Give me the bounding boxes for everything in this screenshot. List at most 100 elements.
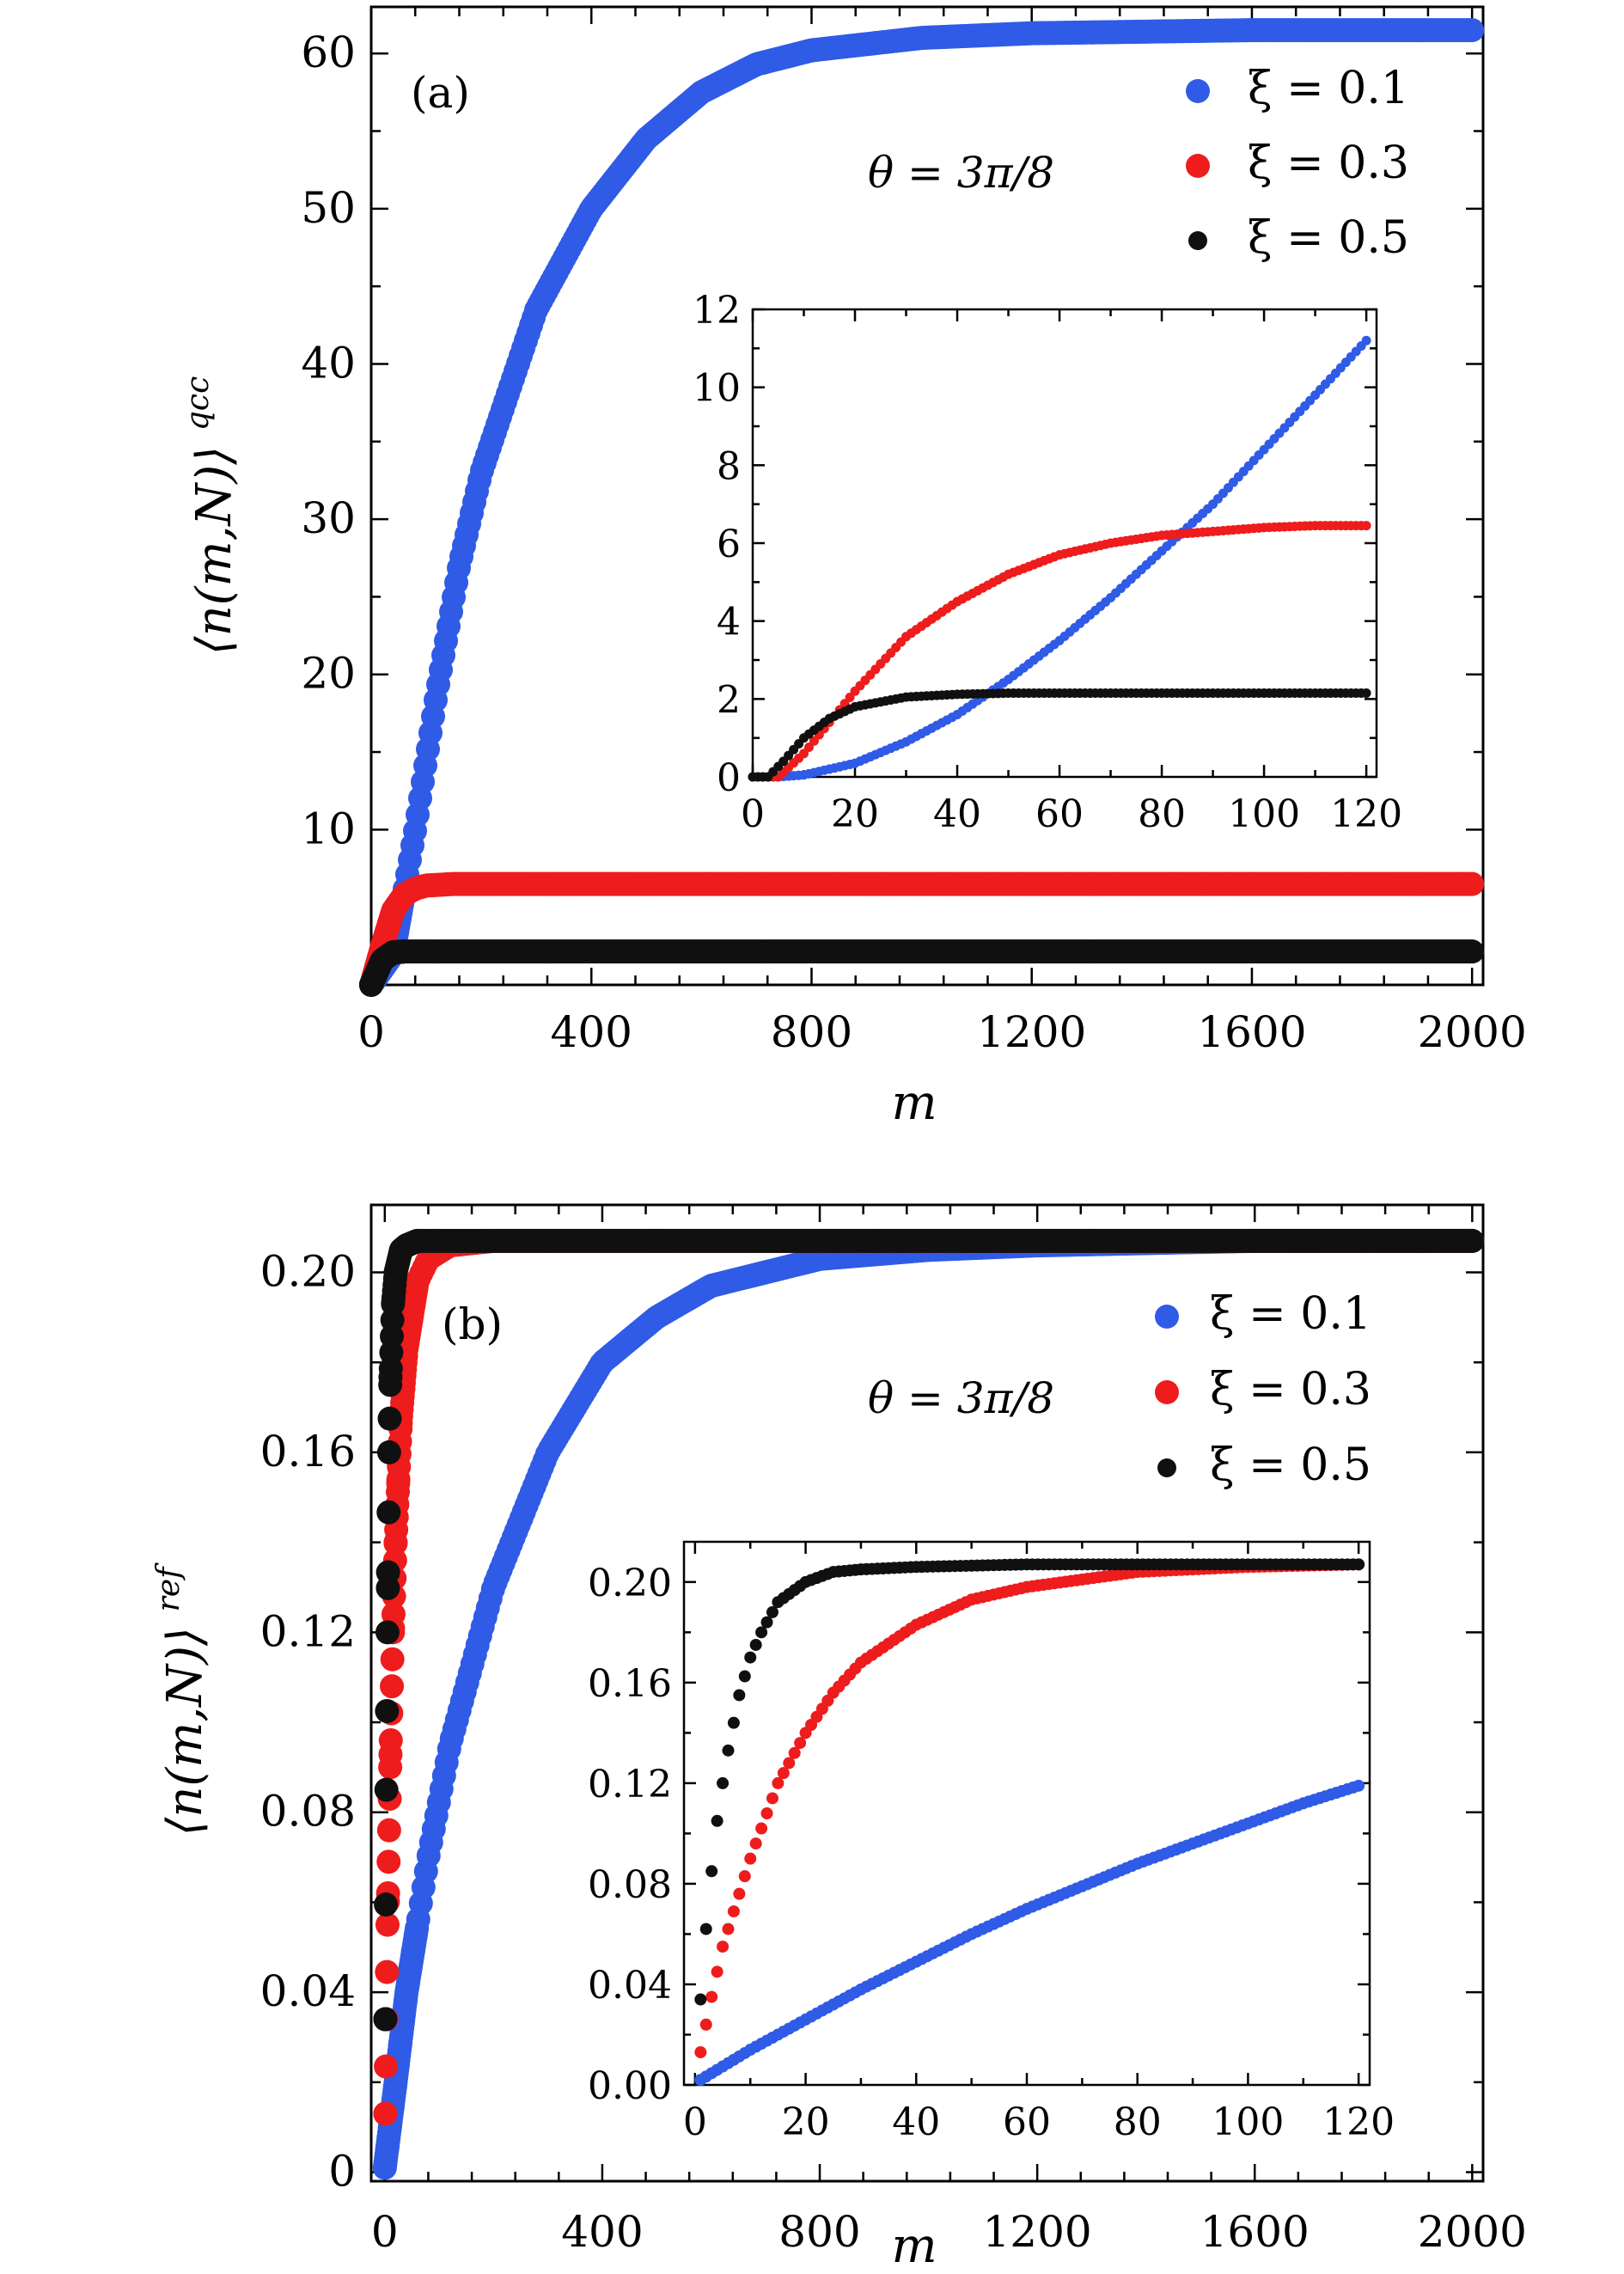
panel-b: 0 400 800 1200 1600 200000.040.080.120.160.20… (151, 1203, 1527, 2274)
x-tick-label: 20 (782, 2100, 830, 2144)
x-tick-label: 120 (1322, 2100, 1395, 2144)
svg-text:⟨n(m,N)⟩ qcc: ⟨n(m,N)⟩ qcc (180, 376, 242, 656)
y-tick-label: 10 (301, 804, 356, 853)
panel-a-inset-frame (751, 308, 1378, 779)
y-tick-label: 20 (301, 649, 356, 699)
data-point (373, 2007, 398, 2032)
data-point (374, 1892, 399, 1917)
data-point (378, 1727, 403, 1752)
legend-label-xi-0-1: ξ = 0.1 (1210, 1288, 1371, 1340)
data-point (375, 1620, 400, 1645)
panel-a-y-axis-title: ⟨n(m,N)⟩ qcc (180, 376, 242, 656)
x-tick-label: 0 (357, 1007, 385, 1057)
y-tick-label: 0.12 (260, 1606, 356, 1656)
x-tick-label: 1200 (983, 2207, 1092, 2257)
data-point (733, 1887, 746, 1900)
data-point (809, 736, 819, 746)
data-point (760, 1616, 773, 1629)
y-tick-label: 0.16 (260, 1427, 356, 1476)
legend-marker-xi-0-1 (1155, 1305, 1179, 1329)
y-tick-label: 0.08 (588, 1863, 672, 1907)
legend-label-xi-0-5: ξ = 0.5 (1210, 1440, 1371, 1491)
data-point (1460, 871, 1485, 896)
data-point (722, 1923, 735, 1935)
data-point (749, 1638, 762, 1651)
series--0-5 (373, 1228, 1485, 2032)
x-tick-label: 20 (831, 792, 879, 836)
data-point (794, 1737, 807, 1750)
data-point (705, 1990, 718, 2003)
data-point (845, 693, 855, 703)
y-tick-label: 0.04 (588, 1964, 672, 2008)
panel-b-inset-frame (682, 1540, 1371, 2087)
data-point (727, 1716, 740, 1729)
y-tick-label: 0.00 (588, 2064, 672, 2108)
x-tick-label: 400 (551, 1007, 632, 1057)
data-point (744, 1852, 757, 1865)
panel-a-label: (a) (411, 68, 470, 118)
data-point (755, 1626, 768, 1639)
x-tick-label: 1200 (977, 1007, 1086, 1057)
y-tick-label: 10 (693, 367, 741, 411)
data-point (803, 743, 814, 753)
panel-a-data (359, 18, 1485, 997)
data-point (1352, 1558, 1365, 1571)
legend-marker-xi-0-5 (1157, 1458, 1176, 1477)
panel-b-label: (b) (442, 1299, 503, 1349)
svg-text:⟨n(m,N)⟩ ref: ⟨n(m,N)⟩ ref (151, 1562, 213, 1837)
panel-b-inset-data (694, 1558, 1365, 2087)
y-tick-label: 0.04 (260, 1966, 356, 2016)
data-point (376, 1849, 401, 1874)
legend-marker-xi-0-1 (1186, 79, 1210, 103)
data-point (717, 1941, 730, 1953)
data-point (744, 1651, 757, 1664)
legend-marker-xi-0-5 (1188, 231, 1207, 250)
data-point (783, 1757, 796, 1770)
data-point (405, 1916, 430, 1941)
panel-b-inset: 0 20 40 60 80 100 120 0.00 0.04 0.08 0.12 0.16 0.20 (588, 1540, 1395, 2144)
panel-a-theta-annotation: θ = 3π/8 (868, 148, 1054, 198)
panel-a-inset-ticks (751, 308, 1377, 779)
x-tick-label: 1600 (1200, 2207, 1310, 2257)
y-tick-label: 0.20 (588, 1562, 672, 1605)
legend-marker-xi-0-3 (1155, 1380, 1179, 1404)
x-tick-label: 80 (1138, 792, 1186, 836)
legend-marker-xi-0-3 (1186, 154, 1210, 178)
data-point (766, 1792, 778, 1805)
legend-label-xi-0-1: ξ = 0.1 (1248, 63, 1409, 114)
panel-b-x-axis-title: m (891, 2218, 937, 2274)
x-tick-label: 0 (371, 2207, 399, 2257)
panel-b-ticks (371, 1205, 1483, 2181)
y-tick-label: 60 (301, 28, 356, 77)
y-tick-label: 2 (717, 678, 741, 722)
data-point (373, 2101, 398, 2126)
data-point (738, 1870, 751, 1883)
data-point (374, 2054, 399, 2079)
panel-a-legend: ξ = 0.1 ξ = 0.3 ξ = 0.5 (1186, 63, 1409, 264)
panel-a-inset: 0 20 40 60 80 100 120 0 2 4 6 8 10 12 (693, 289, 1402, 836)
panel-b-y-axis-title: ⟨n(m,N)⟩ ref (151, 1562, 213, 1837)
data-point (380, 1674, 405, 1699)
panel-b-legend: ξ = 0.1 ξ = 0.3 ξ = 0.5 (1155, 1288, 1371, 1491)
panel-a-inset-tick-labels: 0 20 40 60 80 100 120 0 2 4 6 8 10 12 (693, 289, 1402, 836)
y-tick-label: 0.08 (260, 1787, 356, 1837)
x-tick-label: 800 (771, 1007, 852, 1057)
series--0-3 (748, 521, 1371, 782)
panel-a-y-axis-title-sup: qcc (180, 376, 216, 431)
panel-b-theta-annotation: θ = 3π/8 (868, 1373, 1054, 1423)
panel-a-x-axis-title: m (891, 1075, 937, 1131)
x-tick-label: 100 (1228, 792, 1300, 836)
data-point (699, 2018, 712, 2031)
y-tick-label: 12 (693, 289, 741, 333)
y-tick-label: 0.12 (588, 1763, 672, 1806)
y-tick-label: 50 (301, 183, 356, 233)
panel-b-inset-tick-labels: 0 20 40 60 80 100 120 0.00 0.04 0.08 0.12 0.16 0.20 (588, 1562, 1395, 2144)
y-tick-label: 30 (301, 493, 356, 543)
data-point (699, 1923, 712, 1935)
data-point (760, 1807, 773, 1819)
y-tick-label: 40 (301, 338, 356, 388)
x-tick-label: 800 (778, 2207, 860, 2257)
data-point (694, 2045, 707, 2058)
